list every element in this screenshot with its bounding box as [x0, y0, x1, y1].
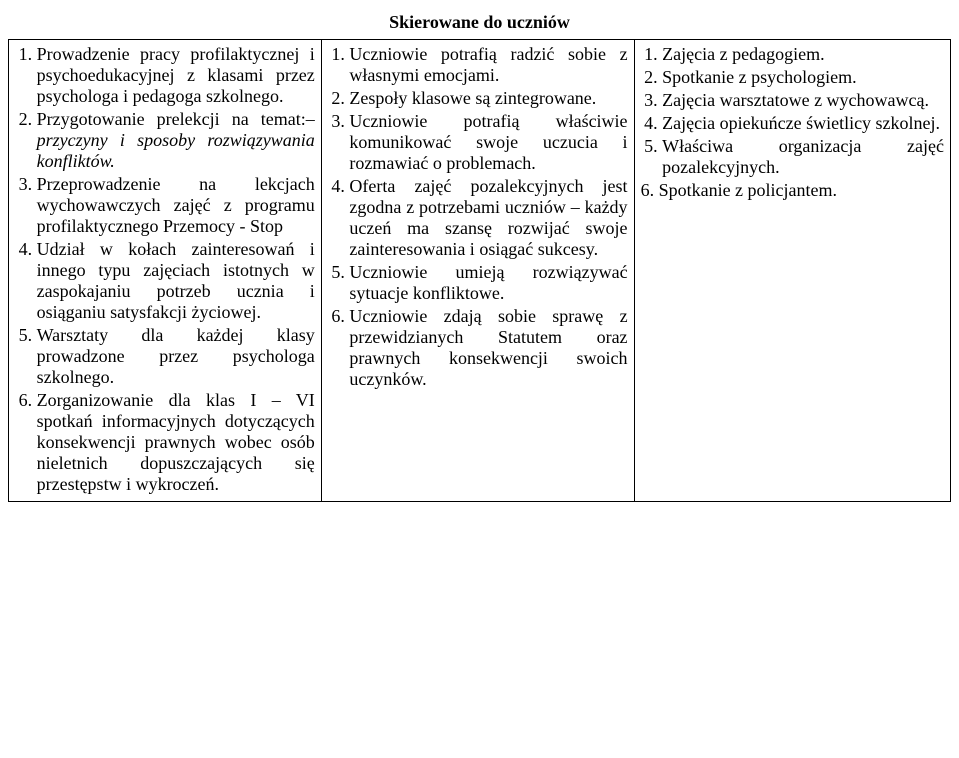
list-item: Udział w kołach zainteresowań i innego t…: [37, 239, 315, 323]
item-text: Zajęcia z pedagogiem.: [662, 44, 824, 64]
list-item: Przygotowanie prelekcji na temat:– przyc…: [37, 109, 315, 172]
item-text: Właściwa organizacja zajęć pozalekcyjnyc…: [662, 136, 944, 177]
item-text: Zorganizowanie dla klas I – VI spotkań i…: [37, 390, 315, 494]
list-item: Uczniowie potrafią radzić sobie z własny…: [349, 44, 627, 86]
item-text: Zespoły klasowe są zintegrowane.: [349, 88, 596, 108]
list-item: Zajęcia z pedagogiem.: [662, 44, 944, 65]
list-item: Właściwa organizacja zajęć pozalekcyjnyc…: [662, 136, 944, 178]
content-table: Prowadzenie pracy profilaktycznej i psyc…: [8, 39, 951, 502]
item-text: Udział w kołach zainteresowań i innego t…: [37, 239, 315, 322]
column-3: Zajęcia z pedagogiem. Spotkanie z psycho…: [634, 40, 950, 502]
col3-list: Zajęcia z pedagogiem. Spotkanie z psycho…: [641, 44, 944, 178]
column-2: Uczniowie potrafią radzić sobie z własny…: [321, 40, 634, 502]
column-1: Prowadzenie pracy profilaktycznej i psyc…: [9, 40, 322, 502]
item-text: Oferta zajęć pozalekcyjnych jest zgodna …: [349, 176, 627, 259]
col1-list: Prowadzenie pracy profilaktycznej i psyc…: [15, 44, 315, 495]
list-item: Zajęcia warsztatowe z wychowawcą.: [662, 90, 944, 111]
item-text: Uczniowie potrafią radzić sobie z własny…: [349, 44, 627, 85]
list-item: Uczniowie umieją rozwiązywać sytuacje ko…: [349, 262, 627, 304]
list-item: Warsztaty dla każdej klasy prowadzone pr…: [37, 325, 315, 388]
item-text-italic: przyczyny i sposoby rozwiązywania konfli…: [37, 130, 315, 171]
item-text: Warsztaty dla każdej klasy prowadzone pr…: [37, 325, 315, 387]
col2-list: Uczniowie potrafią radzić sobie z własny…: [328, 44, 628, 390]
list-item: Prowadzenie pracy profilaktycznej i psyc…: [37, 44, 315, 107]
item-text: Przeprowadzenie na lekcjach wychowawczyc…: [37, 174, 315, 236]
list-item: Zajęcia opiekuńcze świetlicy szkolnej.: [662, 113, 944, 134]
item-text: Spotkanie z psychologiem.: [662, 67, 856, 87]
list-item: Zorganizowanie dla klas I – VI spotkań i…: [37, 390, 315, 495]
list-item: Przeprowadzenie na lekcjach wychowawczyc…: [37, 174, 315, 237]
list-item: Uczniowie potrafią właściwie komunikować…: [349, 111, 627, 174]
item-text: Przygotowanie prelekcji na temat:–: [37, 109, 315, 129]
item-text: Uczniowie zdają sobie sprawę z przewidzi…: [349, 306, 627, 389]
col3-extra-line: 6. Spotkanie z policjantem.: [641, 180, 944, 201]
item-text: Uczniowie umieją rozwiązywać sytuacje ko…: [349, 262, 627, 303]
item-text: Zajęcia warsztatowe z wychowawcą.: [662, 90, 929, 110]
item-text: Zajęcia opiekuńcze świetlicy szkolnej.: [662, 113, 940, 133]
list-item: Oferta zajęć pozalekcyjnych jest zgodna …: [349, 176, 627, 260]
item-text: Prowadzenie pracy profilaktycznej i psyc…: [37, 44, 315, 106]
page-title: Skierowane do uczniów: [8, 12, 951, 33]
list-item: Uczniowie zdają sobie sprawę z przewidzi…: [349, 306, 627, 390]
list-item: Spotkanie z psychologiem.: [662, 67, 944, 88]
item-text: Uczniowie potrafią właściwie komunikować…: [349, 111, 627, 173]
list-item: Zespoły klasowe są zintegrowane.: [349, 88, 627, 109]
